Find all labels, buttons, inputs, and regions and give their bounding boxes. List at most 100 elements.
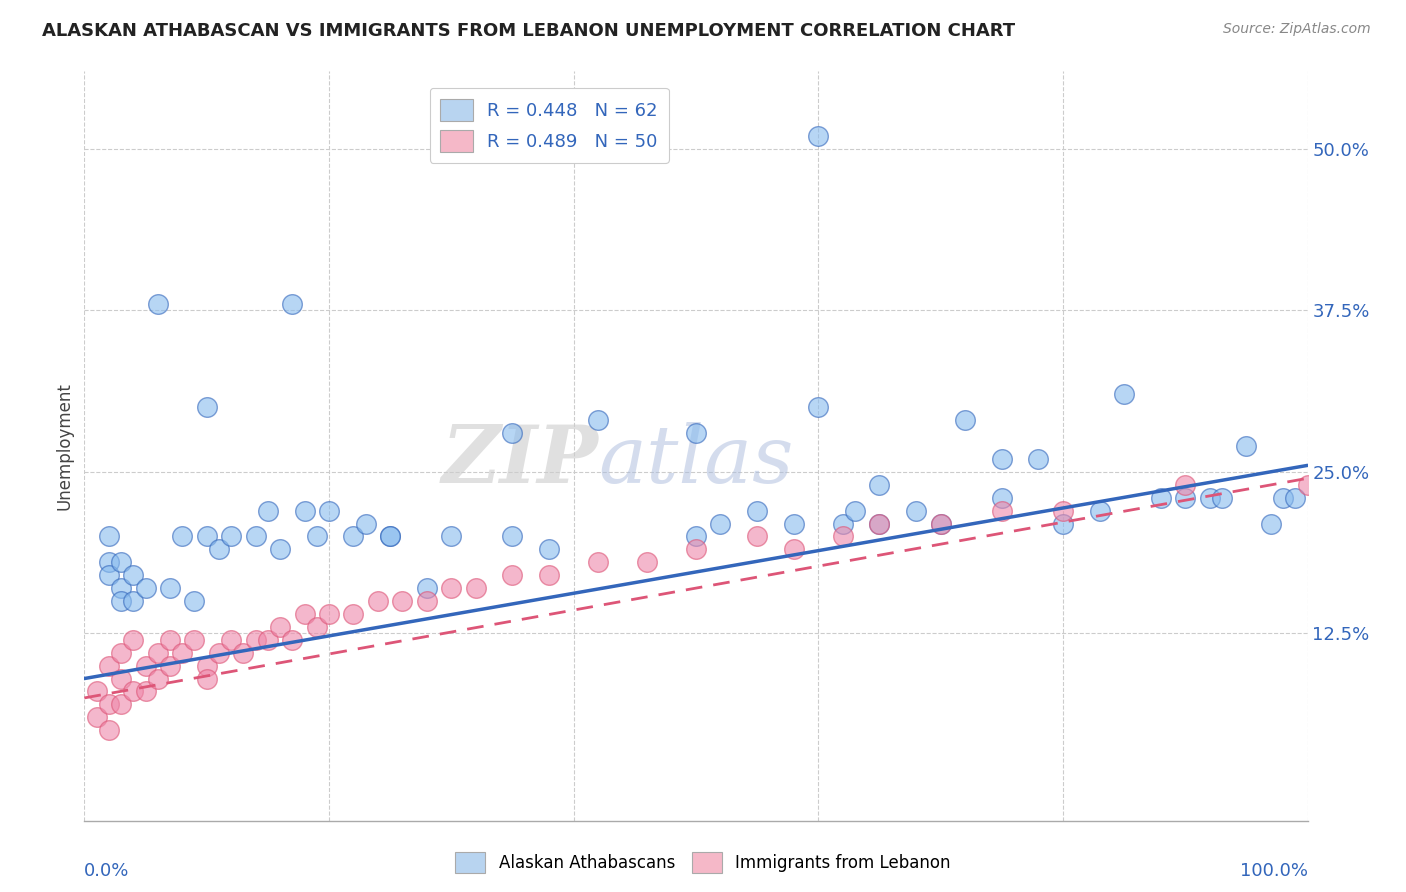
- Point: [586, 555, 609, 569]
- Point: [807, 401, 830, 415]
- Point: [110, 698, 132, 712]
- Point: [586, 413, 609, 427]
- Point: [416, 581, 439, 595]
- Point: [318, 503, 340, 517]
- Legend: Alaskan Athabascans, Immigrants from Lebanon: Alaskan Athabascans, Immigrants from Leb…: [449, 846, 957, 880]
- Point: [905, 503, 928, 517]
- Point: [97, 658, 120, 673]
- Point: [86, 710, 108, 724]
- Point: [135, 684, 157, 698]
- Point: [1272, 491, 1295, 505]
- Point: [1211, 491, 1233, 505]
- Point: [783, 516, 806, 531]
- Point: [416, 594, 439, 608]
- Text: 100.0%: 100.0%: [1240, 862, 1308, 880]
- Point: [747, 503, 769, 517]
- Point: [318, 607, 340, 621]
- Point: [831, 516, 853, 531]
- Point: [1174, 491, 1197, 505]
- Point: [159, 658, 181, 673]
- Point: [257, 503, 280, 517]
- Point: [1236, 439, 1258, 453]
- Text: Source: ZipAtlas.com: Source: ZipAtlas.com: [1223, 22, 1371, 37]
- Point: [135, 581, 157, 595]
- Point: [269, 620, 291, 634]
- Point: [97, 568, 120, 582]
- Point: [195, 401, 218, 415]
- Point: [122, 594, 145, 608]
- Point: [86, 684, 108, 698]
- Y-axis label: Unemployment: Unemployment: [55, 382, 73, 510]
- Point: [305, 620, 328, 634]
- Text: atlas: atlas: [598, 422, 793, 500]
- Point: [146, 646, 169, 660]
- Point: [97, 723, 120, 738]
- Point: [636, 555, 658, 569]
- Point: [1028, 451, 1050, 466]
- Point: [97, 529, 120, 543]
- Point: [1088, 503, 1111, 517]
- Point: [1150, 491, 1173, 505]
- Point: [110, 672, 132, 686]
- Point: [953, 413, 976, 427]
- Point: [1114, 387, 1136, 401]
- Point: [502, 529, 524, 543]
- Text: 0.0%: 0.0%: [84, 862, 129, 880]
- Point: [747, 529, 769, 543]
- Point: [380, 529, 402, 543]
- Point: [807, 128, 830, 143]
- Point: [1284, 491, 1306, 505]
- Point: [183, 632, 205, 647]
- Point: [195, 529, 218, 543]
- Point: [342, 607, 364, 621]
- Point: [219, 529, 242, 543]
- Point: [110, 581, 132, 595]
- Point: [269, 542, 291, 557]
- Point: [709, 516, 731, 531]
- Point: [122, 568, 145, 582]
- Point: [502, 426, 524, 441]
- Point: [159, 632, 181, 647]
- Point: [219, 632, 242, 647]
- Point: [183, 594, 205, 608]
- Point: [97, 555, 120, 569]
- Point: [440, 581, 463, 595]
- Point: [1296, 477, 1319, 491]
- Point: [538, 568, 561, 582]
- Point: [195, 672, 218, 686]
- Point: [97, 698, 120, 712]
- Point: [146, 297, 169, 311]
- Point: [831, 529, 853, 543]
- Point: [1052, 516, 1074, 531]
- Point: [135, 658, 157, 673]
- Point: [869, 516, 891, 531]
- Point: [110, 646, 132, 660]
- Text: ALASKAN ATHABASCAN VS IMMIGRANTS FROM LEBANON UNEMPLOYMENT CORRELATION CHART: ALASKAN ATHABASCAN VS IMMIGRANTS FROM LE…: [42, 22, 1015, 40]
- Point: [1198, 491, 1220, 505]
- Point: [367, 594, 389, 608]
- Point: [354, 516, 377, 531]
- Point: [1174, 477, 1197, 491]
- Point: [281, 632, 304, 647]
- Point: [281, 297, 304, 311]
- Point: [305, 529, 328, 543]
- Point: [502, 568, 524, 582]
- Point: [208, 542, 231, 557]
- Point: [991, 491, 1014, 505]
- Point: [391, 594, 413, 608]
- Legend: R = 0.448   N = 62, R = 0.489   N = 50: R = 0.448 N = 62, R = 0.489 N = 50: [430, 88, 669, 162]
- Point: [380, 529, 402, 543]
- Point: [110, 594, 132, 608]
- Point: [869, 516, 891, 531]
- Point: [172, 646, 194, 660]
- Point: [929, 516, 952, 531]
- Point: [844, 503, 866, 517]
- Point: [342, 529, 364, 543]
- Point: [685, 426, 707, 441]
- Point: [440, 529, 463, 543]
- Text: ZIP: ZIP: [441, 422, 598, 500]
- Point: [783, 542, 806, 557]
- Point: [122, 684, 145, 698]
- Point: [245, 529, 267, 543]
- Point: [294, 503, 316, 517]
